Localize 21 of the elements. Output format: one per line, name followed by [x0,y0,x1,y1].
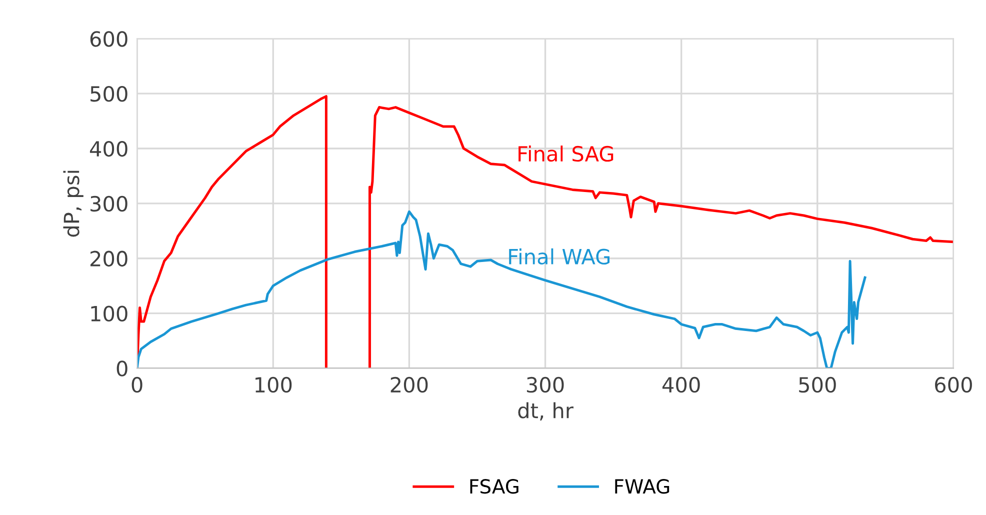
y-tick-label: 200 [90,250,128,267]
x-tick-label: 0 [132,376,142,393]
x-tick-label: 300 [526,376,564,393]
x-axis-title: dt, hr [518,402,574,421]
y-tick-label: 300 [90,196,128,212]
x-tick-label: 200 [390,376,428,393]
y-tick-label: 500 [90,86,128,102]
y-tick-label: 0 [116,360,128,376]
annotation: Final WAG [509,248,610,265]
x-tick-label: 600 [935,376,972,393]
y-tick-label: 100 [91,306,128,322]
x-tick-label: 500 [799,376,836,393]
y-tick-label: 400 [90,140,128,157]
y-tick-label: 600 [90,31,128,47]
legend-label: FWAG [615,479,670,494]
x-tick-label: 400 [662,376,700,393]
y-axis-title: dP, psi [63,170,84,237]
x-tick-label: 100 [256,376,292,393]
line-series [137,210,866,368]
annotation: Final SAG [518,146,614,162]
legend-label: FSAG [470,479,518,494]
